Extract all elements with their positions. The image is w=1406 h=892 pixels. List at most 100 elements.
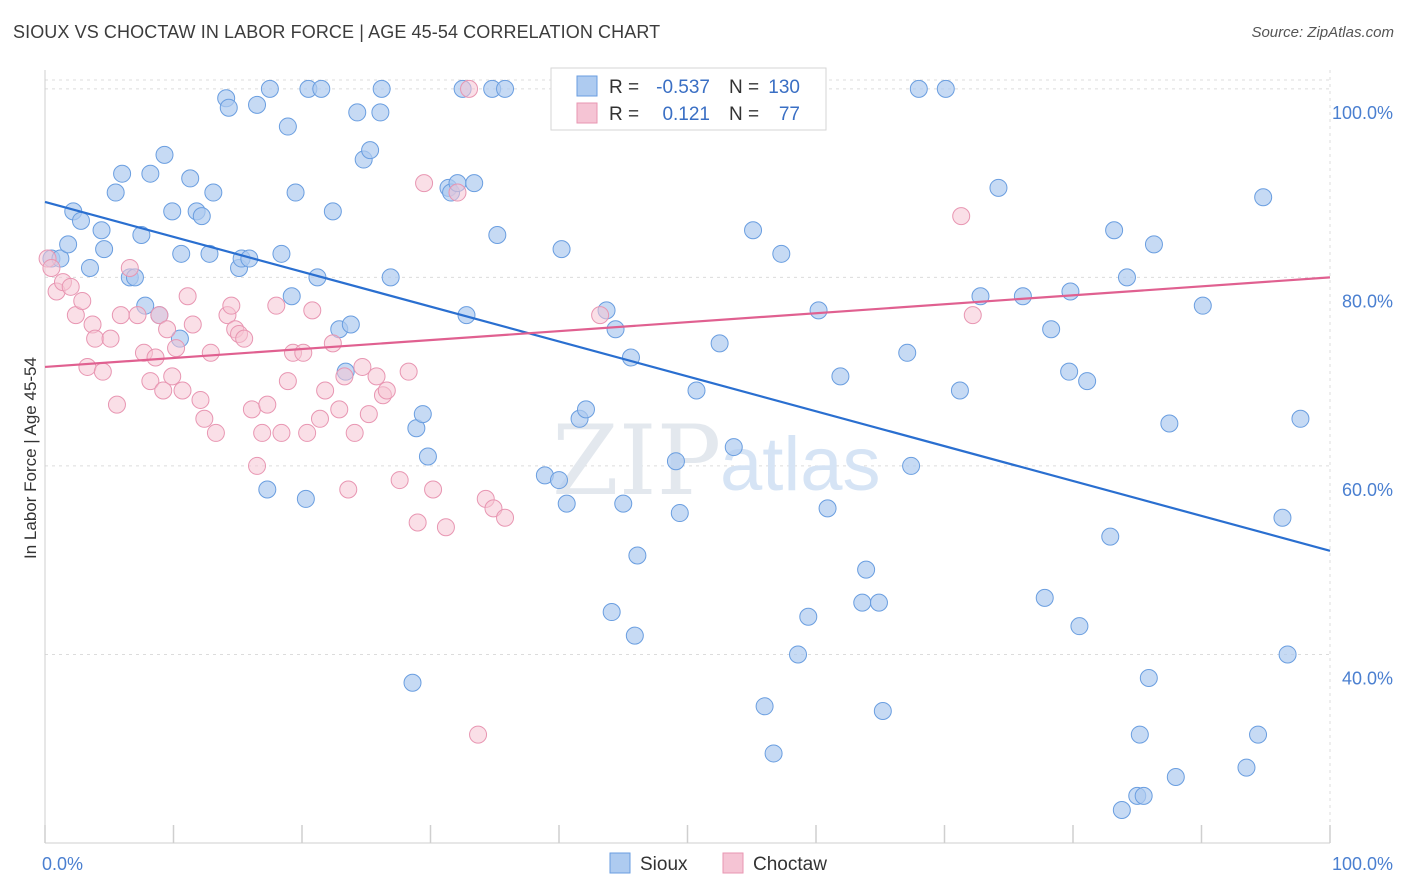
point-sioux-4 [71, 211, 90, 230]
watermark-atlas: atlas [720, 422, 881, 507]
point-choctaw-64 [436, 518, 455, 537]
point-choctaw-46 [303, 301, 322, 320]
point-sioux-84 [724, 438, 743, 457]
point-choctaw-71 [591, 306, 610, 325]
point-choctaw-18 [146, 348, 165, 367]
point-choctaw-9 [86, 329, 105, 348]
point-sioux-45 [348, 103, 367, 122]
point-choctaw-48 [316, 381, 335, 400]
point-sioux-122 [1166, 768, 1185, 787]
point-choctaw-10 [93, 362, 112, 381]
point-choctaw-19 [150, 306, 169, 325]
tick-labels: 40.0% 60.0% 80.0% 100.0% 0.0% 100.0% [42, 103, 1393, 874]
point-sioux-127 [1273, 508, 1292, 527]
point-choctaw-42 [278, 372, 297, 391]
point-sioux-47 [361, 141, 380, 160]
trend-line-choctaw [44, 276, 1331, 369]
point-choctaw-54 [353, 357, 372, 376]
point-sioux-54 [418, 447, 437, 466]
point-sioux-126 [1254, 188, 1273, 207]
point-choctaw-1 [42, 258, 61, 277]
series-choctaw [38, 79, 982, 744]
point-choctaw-44 [294, 343, 313, 362]
point-sioux-36 [286, 183, 305, 202]
point-sioux-63 [496, 79, 515, 98]
point-choctaw-75 [952, 207, 971, 226]
point-choctaw-70 [496, 508, 515, 527]
point-choctaw-50 [330, 400, 349, 419]
point-choctaw-6 [73, 291, 92, 310]
point-sioux-65 [550, 471, 568, 490]
point-sioux-111 [1078, 372, 1097, 391]
point-sioux-118 [1134, 786, 1153, 805]
point-sioux-69 [576, 400, 595, 419]
source-label: Source: ZipAtlas.com [1251, 24, 1394, 41]
point-sioux-85 [744, 221, 763, 240]
point-sioux-20 [181, 169, 200, 188]
trend-line-sioux [44, 200, 1331, 552]
point-choctaw-38 [253, 423, 272, 442]
point-choctaw-14 [120, 258, 139, 277]
point-choctaw-4 [61, 277, 80, 296]
point-sioux-91 [809, 301, 828, 320]
point-sioux-66 [552, 240, 571, 259]
point-sioux-93 [831, 367, 850, 386]
point-choctaw-65 [448, 183, 467, 202]
legend-swatch-sioux [609, 852, 631, 874]
point-sioux-73 [606, 320, 625, 339]
point-sioux-105 [1013, 287, 1032, 306]
point-sioux-114 [1112, 801, 1131, 820]
point-sioux-6 [92, 221, 111, 240]
point-sioux-22 [192, 207, 211, 226]
point-sioux-34 [278, 117, 297, 136]
point-sioux-125 [1249, 725, 1268, 744]
point-sioux-12 [132, 225, 151, 244]
point-sioux-81 [687, 381, 706, 400]
point-choctaw-52 [339, 480, 358, 499]
y-tick-label-60: 60.0% [1342, 480, 1393, 500]
point-choctaw-20 [154, 381, 173, 400]
point-sioux-23 [200, 244, 219, 263]
point-sioux-5 [80, 258, 99, 277]
point-sioux-19 [172, 244, 191, 263]
point-sioux-24 [204, 183, 223, 202]
point-sioux-88 [772, 244, 791, 263]
point-sioux-48 [371, 103, 390, 122]
point-sioux-14 [141, 164, 160, 183]
stats-n-value-choctaw: 77 [779, 104, 800, 125]
point-sioux-33 [272, 244, 291, 263]
point-choctaw-55 [359, 405, 378, 424]
point-sioux-90 [799, 607, 818, 626]
point-sioux-2 [59, 235, 78, 254]
point-sioux-77 [628, 546, 647, 565]
point-sioux-119 [1139, 669, 1158, 688]
point-choctaw-11 [101, 329, 120, 348]
point-choctaw-51 [335, 367, 354, 386]
point-choctaw-53 [345, 423, 364, 442]
point-choctaw-61 [408, 513, 427, 532]
point-sioux-72 [602, 603, 621, 622]
point-sioux-98 [898, 343, 917, 362]
point-sioux-89 [789, 645, 808, 664]
point-sioux-30 [248, 95, 267, 114]
axes [44, 70, 1331, 844]
point-sioux-108 [1060, 362, 1079, 381]
legend-label-choctaw: Choctaw [753, 854, 827, 875]
point-sioux-49 [372, 79, 391, 98]
point-choctaw-40 [267, 296, 286, 315]
point-sioux-96 [869, 593, 888, 612]
point-sioux-100 [909, 79, 928, 98]
point-sioux-32 [260, 79, 279, 98]
point-sioux-123 [1193, 296, 1212, 315]
point-sioux-107 [1042, 320, 1061, 339]
point-sioux-35 [282, 287, 301, 306]
point-sioux-37 [296, 489, 315, 508]
point-sioux-121 [1160, 414, 1179, 433]
point-choctaw-49 [323, 334, 342, 353]
point-sioux-117 [1130, 725, 1149, 744]
point-sioux-44 [341, 315, 360, 334]
point-choctaw-41 [272, 423, 291, 442]
point-sioux-113 [1105, 221, 1124, 240]
point-choctaw-32 [222, 296, 241, 315]
point-choctaw-58 [377, 381, 396, 400]
